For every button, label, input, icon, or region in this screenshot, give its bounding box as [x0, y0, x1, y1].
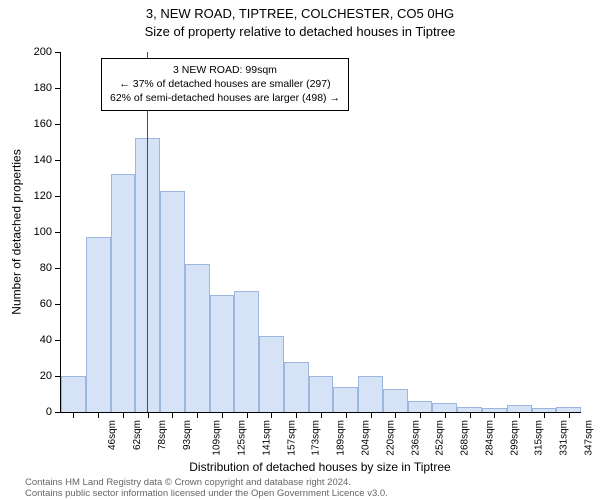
y-axis-label-text: Number of detached properties: [10, 149, 24, 314]
y-tick-label: 0: [46, 406, 61, 418]
x-tick-label: 236sqm: [410, 420, 421, 456]
x-tick: [247, 412, 248, 418]
x-tick: [197, 412, 198, 418]
bar: [284, 362, 309, 412]
annotation-line3: 62% of semi-detached houses are larger (…: [110, 91, 340, 105]
x-tick: [569, 412, 570, 418]
x-tick-label: 299sqm: [509, 420, 520, 456]
x-tick-label: 157sqm: [286, 420, 297, 456]
x-tick-label: 331sqm: [559, 420, 570, 456]
annotation-box: 3 NEW ROAD: 99sqm ← 37% of detached hous…: [101, 58, 349, 111]
annotation-line2: ← 37% of detached houses are smaller (29…: [110, 77, 340, 91]
x-tick: [98, 412, 99, 418]
y-tick-label: 40: [40, 334, 61, 346]
x-tick-label: 252sqm: [435, 420, 446, 456]
x-tick: [271, 412, 272, 418]
y-tick-label: 20: [40, 370, 61, 382]
footer: Contains HM Land Registry data © Crown c…: [25, 478, 388, 500]
bar: [61, 376, 86, 412]
bar: [210, 295, 235, 412]
chart-title-line2: Size of property relative to detached ho…: [0, 24, 600, 39]
y-tick-label: 180: [34, 82, 61, 94]
y-tick-label: 120: [34, 190, 61, 202]
x-tick: [222, 412, 223, 418]
footer-line2: Contains public sector information licen…: [25, 489, 388, 500]
x-tick-label: 78sqm: [157, 420, 168, 450]
plot-area: 020406080100120140160180200 46sqm62sqm78…: [60, 52, 581, 413]
bar: [111, 174, 136, 412]
chart-container: 3, NEW ROAD, TIPTREE, COLCHESTER, CO5 0H…: [0, 0, 600, 500]
x-tick: [445, 412, 446, 418]
x-tick: [172, 412, 173, 418]
x-tick-label: 284sqm: [484, 420, 495, 456]
x-tick: [544, 412, 545, 418]
y-axis-label: Number of detached properties: [10, 52, 24, 412]
x-tick: [470, 412, 471, 418]
y-tick-label: 140: [34, 154, 61, 166]
y-tick-label: 200: [34, 46, 61, 58]
x-tick: [148, 412, 149, 418]
y-tick-label: 160: [34, 118, 61, 130]
bar: [160, 191, 185, 412]
x-tick-label: 62sqm: [132, 420, 143, 450]
x-tick: [123, 412, 124, 418]
bar: [234, 291, 259, 412]
bar: [383, 389, 408, 412]
bar: [86, 237, 111, 412]
bar: [309, 376, 334, 412]
bar: [507, 405, 532, 412]
x-tick: [494, 412, 495, 418]
bar: [185, 264, 210, 412]
x-tick-label: 204sqm: [361, 420, 372, 456]
x-tick-label: 93sqm: [182, 420, 193, 450]
x-tick: [519, 412, 520, 418]
x-tick: [371, 412, 372, 418]
bar: [358, 376, 383, 412]
x-tick: [73, 412, 74, 418]
x-tick-label: 220sqm: [385, 420, 396, 456]
x-tick-label: 315sqm: [534, 420, 545, 456]
x-tick-label: 173sqm: [311, 420, 322, 456]
y-tick-label: 100: [34, 226, 61, 238]
x-tick-label: 347sqm: [583, 420, 594, 456]
x-tick-label: 141sqm: [262, 420, 273, 456]
x-tick-label: 268sqm: [460, 420, 471, 456]
x-tick: [395, 412, 396, 418]
bar: [432, 403, 457, 412]
x-axis-label: Distribution of detached houses by size …: [60, 460, 580, 474]
annotation-line1: 3 NEW ROAD: 99sqm: [110, 63, 340, 77]
chart-title-line1: 3, NEW ROAD, TIPTREE, COLCHESTER, CO5 0H…: [0, 6, 600, 21]
x-tick: [420, 412, 421, 418]
x-tick-label: 46sqm: [107, 420, 118, 450]
x-tick-label: 125sqm: [237, 420, 248, 456]
bar: [408, 401, 433, 412]
x-tick: [296, 412, 297, 418]
bar: [333, 387, 358, 412]
x-tick: [346, 412, 347, 418]
x-tick-label: 109sqm: [212, 420, 223, 456]
y-tick-label: 80: [40, 262, 61, 274]
x-tick: [321, 412, 322, 418]
y-tick-label: 60: [40, 298, 61, 310]
x-tick-label: 189sqm: [336, 420, 347, 456]
bar: [259, 336, 284, 412]
